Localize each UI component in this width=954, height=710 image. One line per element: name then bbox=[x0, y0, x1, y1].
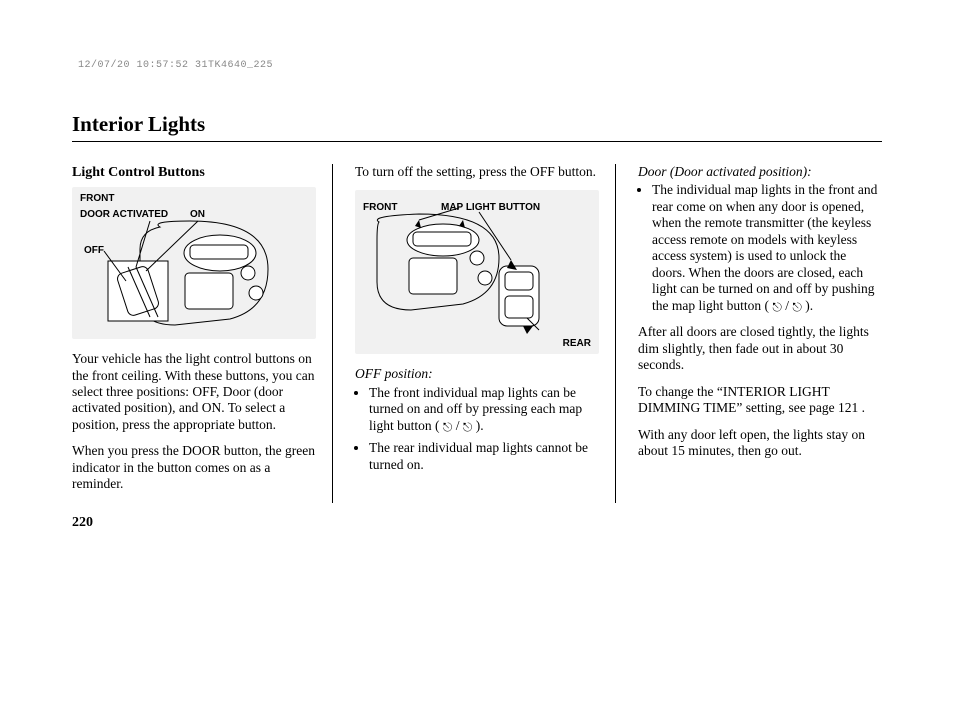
figure-map-light: FRONT MAP LIGHT BUTTON REAR bbox=[355, 190, 599, 354]
col1-para-2: When you press the DOOR button, the gree… bbox=[72, 443, 316, 492]
seat-sep-2: / bbox=[782, 298, 793, 313]
seat-right-icon: ⎋ bbox=[463, 421, 473, 433]
fig2-console-icon bbox=[359, 200, 559, 340]
off-position-list: The front individual map lights can be t… bbox=[355, 385, 599, 473]
off-bullet-1: The front individual map lights can be t… bbox=[369, 385, 599, 434]
door-bullet-1: The individual map lights in the front a… bbox=[652, 182, 882, 314]
col3-para-2: After all doors are closed tightly, the … bbox=[638, 324, 882, 373]
column-3: Door (Door activated position): The indi… bbox=[638, 164, 882, 503]
title-rule bbox=[72, 141, 882, 142]
door-position-list: The individual map lights in the front a… bbox=[638, 182, 882, 314]
subhead-light-control: Light Control Buttons bbox=[72, 164, 316, 181]
seat-sep-1: / bbox=[452, 418, 463, 433]
col3-para-4: With any door left open, the lights stay… bbox=[638, 427, 882, 460]
off-b1-text-b: ). bbox=[472, 418, 483, 433]
page-number: 220 bbox=[72, 515, 882, 531]
column-1: Light Control Buttons FRONT DOOR ACTIVAT… bbox=[72, 164, 333, 503]
door-position-heading: Door (Door activated position): bbox=[638, 164, 882, 180]
fig2-label-rear: REAR bbox=[563, 338, 591, 350]
col3-para-3: To change the “INTERIOR LIGHT DIMMING TI… bbox=[638, 384, 882, 417]
door-b1-text-a: The individual map lights in the front a… bbox=[652, 182, 877, 312]
columns: Light Control Buttons FRONT DOOR ACTIVAT… bbox=[72, 164, 882, 503]
column-2: To turn off the setting, press the OFF b… bbox=[355, 164, 616, 503]
fig1-console-icon bbox=[80, 209, 270, 329]
figure-light-control: FRONT DOOR ACTIVATED ON OFF bbox=[72, 187, 316, 339]
col2-para-1: To turn off the setting, press the OFF b… bbox=[355, 164, 599, 180]
seat-left-icon: ⎋ bbox=[443, 421, 453, 433]
seat-left-icon-2: ⎋ bbox=[772, 301, 782, 313]
page-title: Interior Lights bbox=[72, 112, 882, 137]
off-bullet-2: The rear individual map lights cannot be… bbox=[369, 440, 599, 473]
fig1-label-front: FRONT bbox=[80, 193, 114, 205]
col1-para-1: Your vehicle has the light control butto… bbox=[72, 351, 316, 433]
door-b1-text-b: ). bbox=[802, 298, 813, 313]
off-position-heading: OFF position: bbox=[355, 366, 599, 382]
seat-right-icon-2: ⎋ bbox=[792, 301, 802, 313]
timestamp: 12/07/20 10:57:52 31TK4640_225 bbox=[78, 60, 273, 71]
